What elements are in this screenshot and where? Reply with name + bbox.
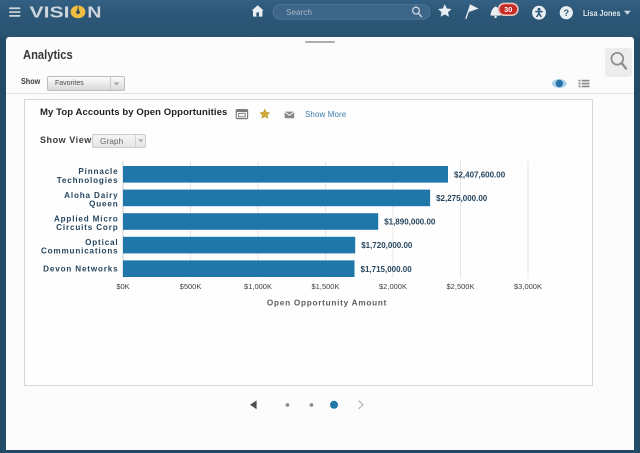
svg-text:N: N [87, 5, 101, 22]
svg-text:$0K: $0K [116, 282, 129, 291]
svg-text:Pinnacle: Pinnacle [78, 167, 118, 176]
svg-text:$2,000K: $2,000K [379, 282, 407, 291]
svg-text:$1,720,000.00: $1,720,000.00 [361, 241, 413, 250]
svg-text:Applied Micro: Applied Micro [54, 214, 119, 223]
svg-text:Search: Search [286, 8, 312, 17]
svg-text:$2,275,000.00: $2,275,000.00 [436, 194, 488, 203]
svg-text:Communications: Communications [41, 247, 119, 256]
svg-text:Devon Networks: Devon Networks [43, 265, 118, 274]
svg-text:$1,500K: $1,500K [312, 282, 340, 291]
svg-text:Technologies: Technologies [57, 176, 119, 185]
svg-text:$3,000K: $3,000K [514, 282, 542, 291]
svg-text:Optical: Optical [85, 238, 118, 247]
svg-text:Aloha Dairy: Aloha Dairy [64, 191, 118, 200]
svg-text:$1,715,000.00: $1,715,000.00 [361, 265, 413, 274]
svg-text:Circuits Corp: Circuits Corp [56, 223, 118, 232]
svg-text:Lisa Jones: Lisa Jones [583, 8, 621, 18]
svg-text:$1,890,000.00: $1,890,000.00 [384, 218, 436, 227]
svg-text:Open Opportunity Amount: Open Opportunity Amount [267, 298, 387, 307]
svg-text:Queen: Queen [89, 200, 118, 209]
svg-text:$500K: $500K [180, 282, 202, 291]
svg-text:$2,407,600.00: $2,407,600.00 [454, 170, 506, 179]
svg-text:$2,500K: $2,500K [447, 282, 475, 291]
svg-text:VISI: VISI [30, 5, 70, 22]
svg-text:?: ? [563, 8, 569, 19]
svg-text:$1,000K: $1,000K [244, 282, 272, 291]
svg-text:30: 30 [504, 5, 512, 14]
